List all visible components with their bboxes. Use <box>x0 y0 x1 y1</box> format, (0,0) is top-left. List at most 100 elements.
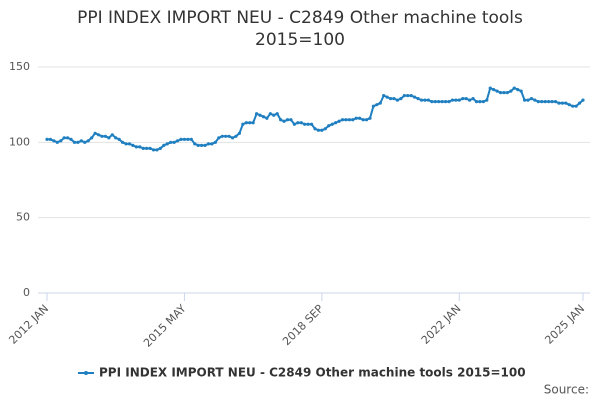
point <box>378 101 382 105</box>
point <box>557 101 561 105</box>
point <box>59 139 63 143</box>
point <box>402 94 406 98</box>
point <box>505 91 510 95</box>
point <box>66 136 70 140</box>
point <box>498 91 503 95</box>
point <box>416 97 420 101</box>
point <box>361 118 365 122</box>
point <box>340 118 345 122</box>
point <box>471 97 475 101</box>
point <box>313 127 317 131</box>
point <box>358 116 362 120</box>
point <box>230 136 235 140</box>
point <box>522 98 527 102</box>
point <box>409 94 413 98</box>
point <box>83 140 87 144</box>
point <box>468 98 472 102</box>
point <box>375 103 379 107</box>
point <box>440 100 444 104</box>
point <box>399 97 403 101</box>
point <box>385 95 389 99</box>
point <box>492 88 496 92</box>
point <box>571 104 575 108</box>
point <box>567 103 571 107</box>
point <box>100 134 104 138</box>
point <box>553 100 558 104</box>
point <box>457 98 461 102</box>
y-tick-label: 50 <box>16 211 30 224</box>
point <box>48 137 53 141</box>
x-tick-label: 2012 JAN <box>6 302 51 347</box>
x-tick-label: 2022 JAN <box>419 302 464 347</box>
point <box>55 140 59 144</box>
point <box>316 128 321 132</box>
y-tick-label: 150 <box>9 60 30 73</box>
point <box>351 118 355 122</box>
point <box>138 145 142 149</box>
point <box>413 95 417 99</box>
point <box>509 89 513 93</box>
point <box>175 139 180 143</box>
point <box>526 98 530 102</box>
point <box>127 142 132 146</box>
point <box>186 137 190 141</box>
point <box>299 121 303 125</box>
point <box>516 88 520 92</box>
point <box>179 137 183 141</box>
point <box>368 116 372 120</box>
point <box>292 122 296 126</box>
chart-title: 2015=100 <box>255 30 345 50</box>
point <box>564 101 568 105</box>
point <box>234 134 238 138</box>
point <box>206 142 211 146</box>
point <box>261 115 266 119</box>
point <box>364 118 369 122</box>
point <box>547 100 551 104</box>
point <box>388 97 393 101</box>
point <box>72 140 77 144</box>
point <box>134 145 138 149</box>
point <box>303 122 307 126</box>
point <box>244 121 248 125</box>
point <box>268 112 272 116</box>
point <box>560 101 564 105</box>
point <box>344 118 348 122</box>
point <box>450 98 455 102</box>
point <box>495 89 499 93</box>
point <box>107 136 111 140</box>
point <box>327 124 331 128</box>
point <box>481 100 485 104</box>
point <box>248 121 252 125</box>
point <box>189 137 193 141</box>
point <box>392 97 396 101</box>
point <box>117 137 121 141</box>
point <box>309 122 314 126</box>
source: Source: <box>544 383 589 397</box>
point <box>371 104 376 108</box>
point <box>217 136 221 140</box>
point <box>285 118 290 122</box>
x-tick-label: 2018 SEP <box>280 302 326 348</box>
point <box>347 118 351 122</box>
point <box>529 97 534 101</box>
chart-title: PPI INDEX IMPORT NEU - C2849 Other machi… <box>77 8 523 28</box>
point <box>275 112 279 116</box>
point <box>86 139 90 143</box>
point <box>162 143 166 147</box>
x-tick-label: 2015 MAY <box>141 302 189 350</box>
point <box>437 100 441 104</box>
point <box>69 137 73 141</box>
point <box>323 127 327 131</box>
point <box>540 100 544 104</box>
y-tick-label: 0 <box>23 286 30 299</box>
legend-marker <box>84 371 88 375</box>
point <box>131 143 135 147</box>
point <box>220 134 224 138</box>
point <box>334 121 338 125</box>
point <box>114 136 118 140</box>
legend-label: PPI INDEX IMPORT NEU - C2849 Other machi… <box>99 366 526 380</box>
point <box>213 140 217 144</box>
point <box>224 134 228 138</box>
point <box>485 98 489 102</box>
point <box>169 140 173 144</box>
